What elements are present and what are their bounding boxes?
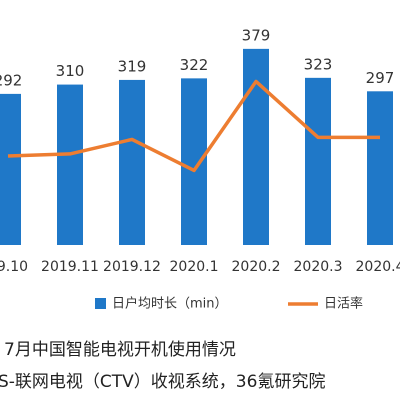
value-label: 379: [242, 26, 271, 44]
legend-label: 日户均时长（min）: [112, 296, 228, 312]
value-label: 292: [0, 71, 22, 89]
bar: [119, 79, 145, 245]
bar: [181, 78, 207, 246]
legend-label: 日活率: [324, 296, 363, 312]
value-label: 297: [366, 69, 395, 87]
x-tick-label: 2020.4: [356, 259, 400, 275]
value-label: 310: [56, 62, 85, 80]
bar: [0, 93, 21, 245]
bar: [57, 84, 83, 245]
value-label: 322: [180, 56, 209, 74]
x-tick-label: 2020.3: [294, 259, 343, 275]
line: [7, 79, 380, 173]
bar: [243, 48, 269, 246]
x-tick-label: 19.10: [0, 259, 28, 275]
bar: [305, 77, 331, 245]
note: 7月中国智能电视开机使用情况: [4, 339, 236, 360]
x-tick-label: 2019.12: [103, 259, 161, 275]
legend-swatch: [95, 298, 106, 309]
note: S-联网电视（CTV）收视系统，36氪研究院: [0, 372, 325, 392]
bar: [367, 91, 393, 246]
value-label: 319: [118, 57, 147, 75]
x-tick-label: 2020.1: [170, 259, 219, 275]
x-tick-label: 2019.11: [41, 259, 99, 275]
x-tick-label: 2020.2: [232, 259, 281, 275]
value-label: 323: [304, 55, 333, 73]
